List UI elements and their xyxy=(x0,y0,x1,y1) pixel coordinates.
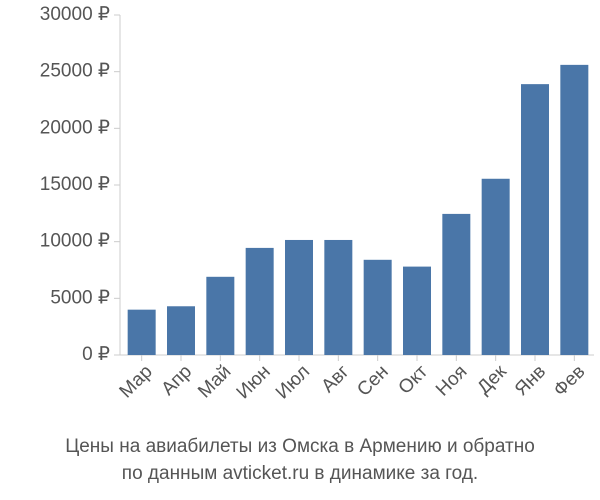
bar xyxy=(481,178,510,355)
x-tick-label: Авг xyxy=(318,361,354,397)
chart-title: Цены на авиабилеты из Омска в Армению и … xyxy=(65,436,535,457)
x-tick-label: Июл xyxy=(272,361,314,403)
x-tick-label: Ноя xyxy=(432,361,471,400)
y-tick-label: 20000 ₽ xyxy=(40,117,110,138)
x-tick-label: Фев xyxy=(550,361,590,401)
bar xyxy=(442,213,471,355)
x-tick-label: Мар xyxy=(116,361,157,402)
x-tick-label: Апр xyxy=(158,361,197,400)
x-tick-label: Янв xyxy=(511,361,550,400)
y-tick-label: 0 ₽ xyxy=(82,344,110,365)
chart-subtitle: по данным avticket.ru в динамике за год. xyxy=(122,463,478,484)
bar xyxy=(363,259,392,355)
bar xyxy=(560,64,589,355)
bar xyxy=(403,266,431,355)
y-tick-label: 10000 ₽ xyxy=(40,231,110,252)
y-tick-label: 30000 ₽ xyxy=(40,4,110,25)
x-tick-label: Окт xyxy=(395,361,433,399)
y-tick-label: 5000 ₽ xyxy=(50,287,110,308)
bar xyxy=(245,247,274,355)
bar xyxy=(127,309,156,355)
x-tick-label: Май xyxy=(194,361,235,402)
y-tick-label: 15000 ₽ xyxy=(40,174,110,195)
bar xyxy=(167,306,195,355)
bar xyxy=(324,239,353,355)
x-tick-label: Дек xyxy=(473,361,511,399)
bar xyxy=(206,276,235,355)
bar xyxy=(521,84,549,355)
bar xyxy=(285,239,313,355)
x-tick-label: Июн xyxy=(233,361,275,403)
x-tick-label: Сен xyxy=(353,361,392,400)
y-tick-label: 25000 ₽ xyxy=(40,61,110,82)
